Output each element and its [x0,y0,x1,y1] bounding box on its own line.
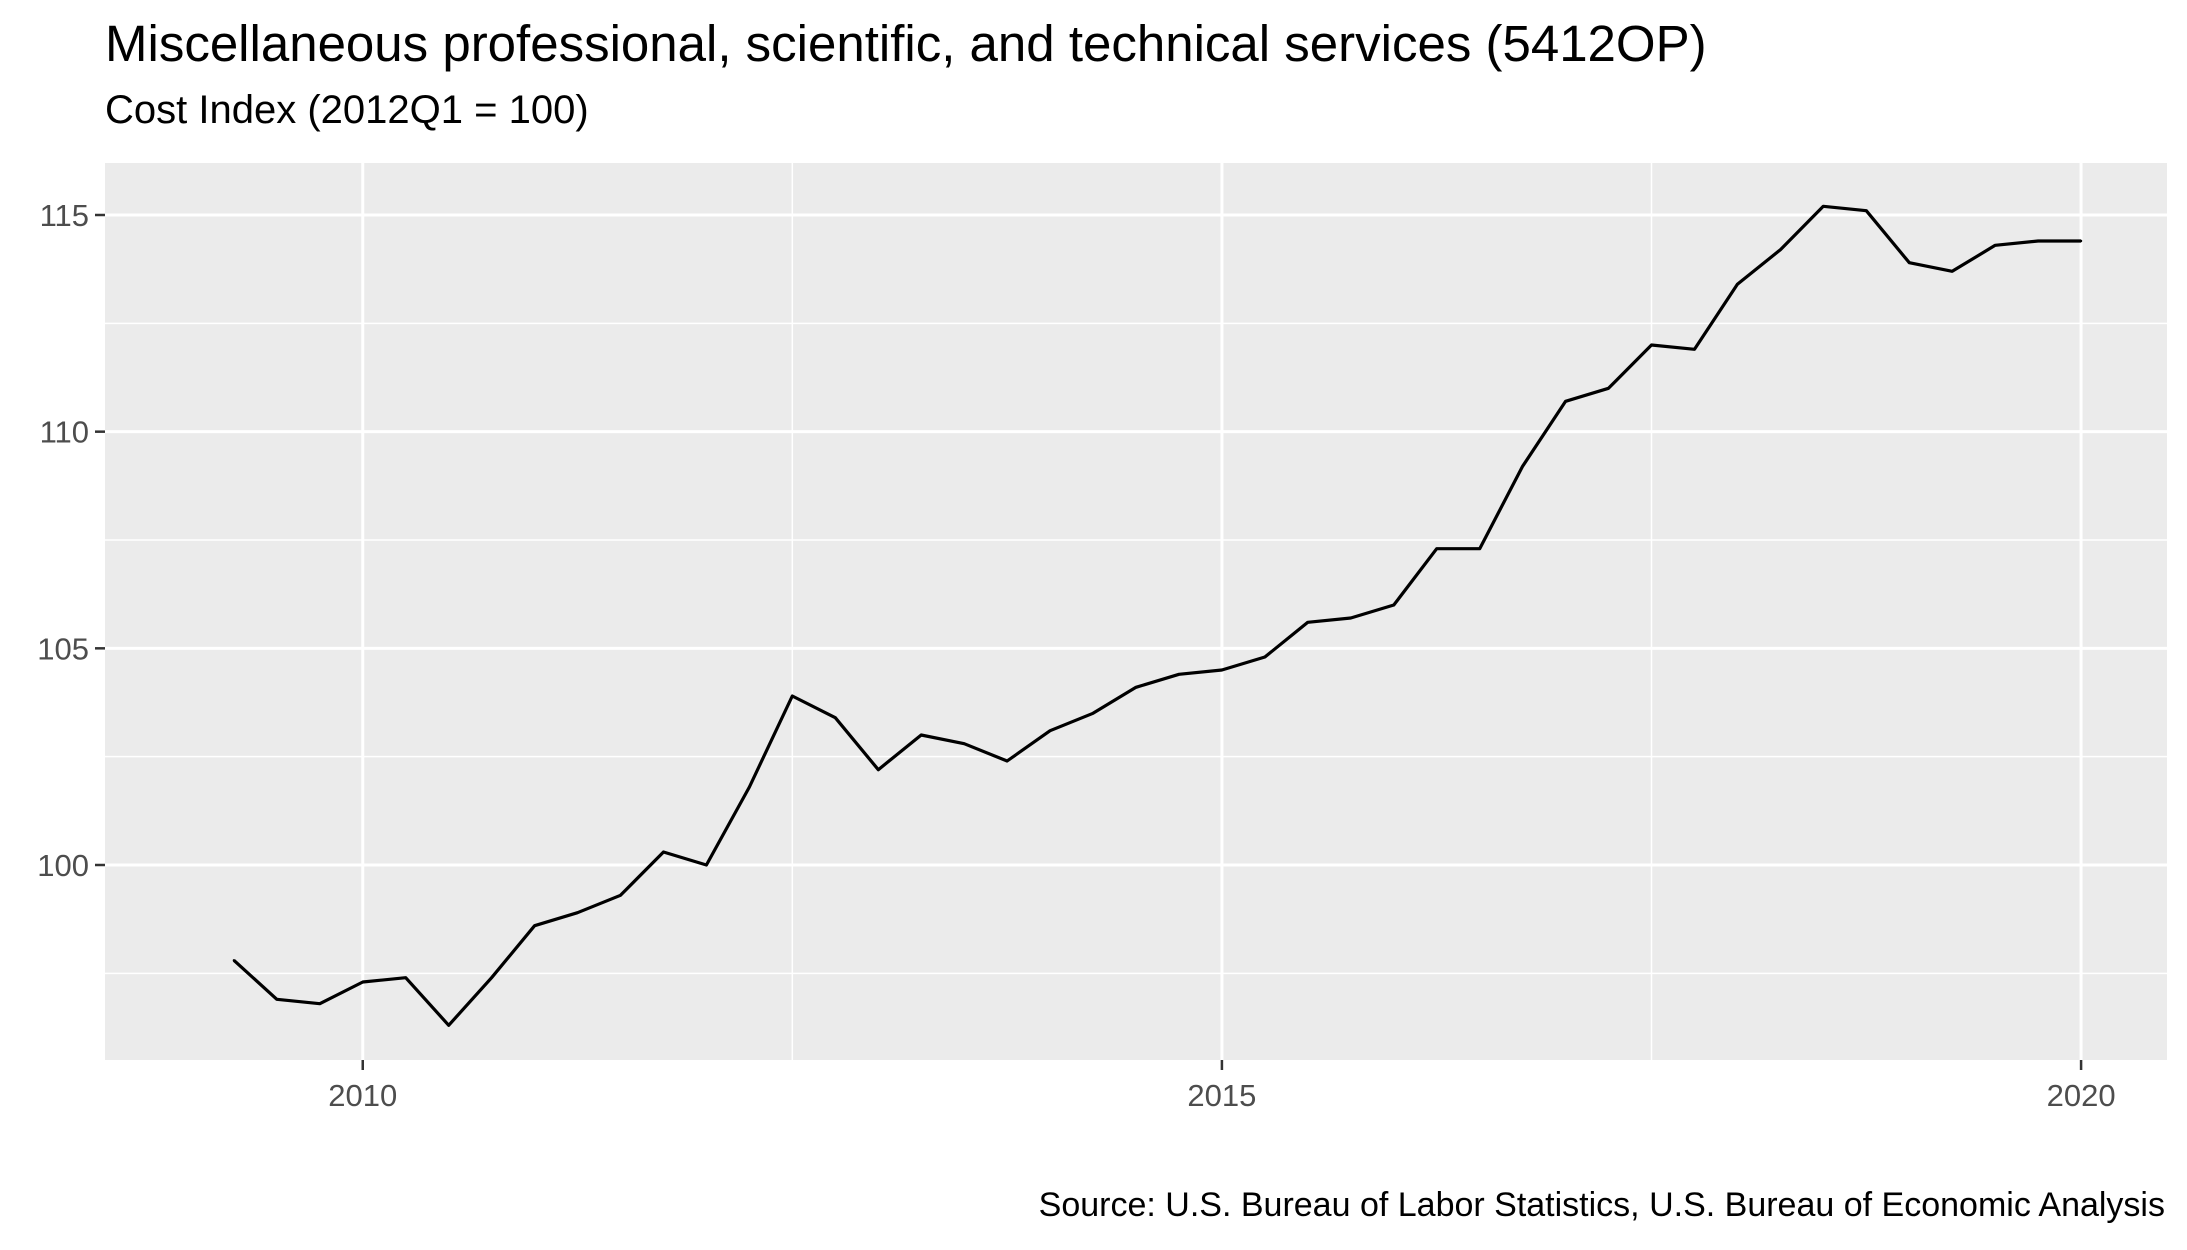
data-point [318,1002,321,1005]
data-point [1908,261,1911,264]
x-tick-label: 2010 [328,1078,397,1113]
data-point [1650,343,1653,347]
plot-panel [105,163,2167,1060]
data-point [1177,673,1181,676]
source-caption: Source: U.S. Bureau of Labor Statistics,… [1038,1186,2165,1224]
data-point [748,785,751,789]
data-point [962,742,966,745]
data-point [576,911,579,914]
y-tick-label: 100 [37,848,89,883]
data-point [1779,248,1782,251]
x-tick-label: 2020 [2047,1078,2116,1113]
data-point [1091,712,1095,715]
y-tick-label: 110 [40,415,89,450]
series-layer [232,204,2083,1027]
data-point [1564,400,1567,403]
data-point [1993,244,1997,247]
data-point [877,768,880,771]
data-point [619,894,622,897]
data-point [1435,547,1438,550]
minor-gridlines [105,163,2167,1060]
data-point [1220,668,1224,672]
data-point [361,980,364,984]
data-point [275,998,279,1001]
y-tick-label: 105 [37,631,89,666]
data-point [1306,621,1310,624]
data-point [2079,239,2083,243]
data-point [1005,759,1009,763]
chart-subtitle: Cost Index (2012Q1 = 100) [105,88,589,132]
data-point [1822,205,1825,208]
data-point [1951,270,1954,273]
chart-title: Miscellaneous professional, scientific, … [105,15,1707,72]
y-tick-label: 115 [40,198,89,233]
data-point [1048,729,1052,732]
data-point [232,959,236,962]
data-point [533,924,536,927]
series-line [232,204,2082,1027]
data-point [1392,603,1395,607]
axis-ticks: 100 105 110 115 2010 2015 2020 [37,198,2115,1113]
x-tick-label: 2015 [1187,1078,1256,1113]
data-point [920,733,923,737]
major-gridlines [105,163,2167,1060]
data-point [1478,547,1481,550]
data-point [1134,686,1138,689]
data-point [1736,283,1739,286]
data-point [705,863,708,867]
data-point [490,976,493,979]
data-point [1693,348,1696,351]
data-point [1607,387,1610,390]
data-point [2036,239,2040,243]
data-point [791,694,794,698]
data-point [1349,616,1352,620]
data-point [1865,209,1868,212]
data-point [1521,465,1524,468]
data-point [662,850,665,854]
data-point [834,716,837,719]
data-point [447,1024,450,1027]
data-point [1263,655,1267,659]
data-point [404,976,407,979]
